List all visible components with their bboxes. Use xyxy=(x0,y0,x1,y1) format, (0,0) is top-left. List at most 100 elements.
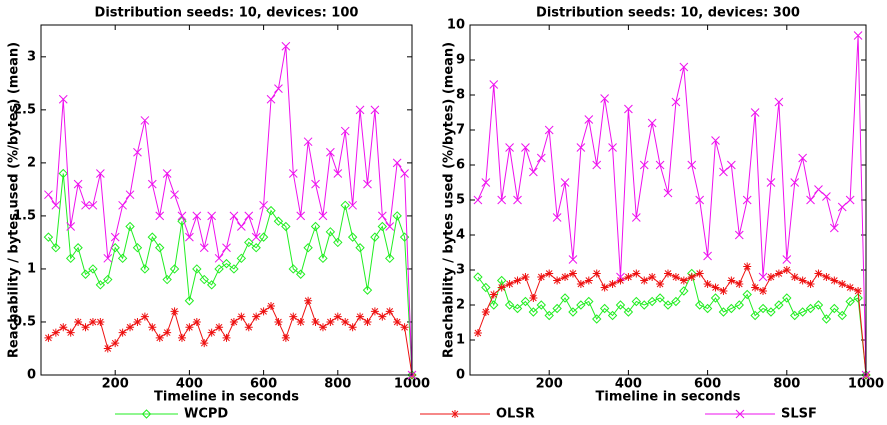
x-marker xyxy=(727,160,736,170)
asterisk-marker xyxy=(751,283,760,292)
diamond-marker xyxy=(355,243,365,253)
x-marker xyxy=(481,178,491,187)
x-marker xyxy=(147,179,157,189)
x-marker xyxy=(318,211,328,221)
asterisk-marker xyxy=(400,323,409,332)
asterisk-marker xyxy=(207,328,216,337)
diamond-marker xyxy=(813,300,824,310)
diamond-marker xyxy=(663,300,673,310)
diamond-marker xyxy=(385,253,395,264)
x-marker xyxy=(544,125,554,135)
asterisk-marker xyxy=(592,269,601,278)
asterisk-marker xyxy=(296,317,305,326)
diamond-marker xyxy=(184,296,195,306)
series-line xyxy=(477,265,867,376)
asterisk-marker xyxy=(497,283,506,292)
x-marker xyxy=(103,253,113,263)
asterisk-marker xyxy=(648,273,657,281)
x-marker xyxy=(529,167,538,177)
diamond-marker xyxy=(392,211,402,221)
y-tick-label: 0 xyxy=(27,368,36,383)
x-tick-label: 1000 xyxy=(848,377,884,392)
diamond-marker xyxy=(599,303,610,314)
x-marker xyxy=(370,105,380,115)
diamond-marker xyxy=(568,307,578,317)
asterisk-marker xyxy=(846,283,855,292)
diamond-marker xyxy=(199,274,209,285)
asterisk-marker xyxy=(806,280,815,288)
asterisk-marker xyxy=(711,283,720,292)
y-tick-label: 2 xyxy=(27,155,36,170)
x-marker xyxy=(192,211,202,221)
diamond-marker xyxy=(281,221,291,232)
x-marker xyxy=(58,94,68,104)
x-marker xyxy=(385,222,395,231)
asterisk-marker xyxy=(489,290,498,299)
x-marker xyxy=(536,153,546,163)
x-marker xyxy=(251,232,261,242)
diamond-marker xyxy=(774,300,784,310)
diamond-marker xyxy=(258,232,269,242)
x-marker xyxy=(333,169,343,178)
asterisk-marker xyxy=(671,273,680,281)
diamond-marker xyxy=(829,303,840,314)
asterisk-marker xyxy=(304,296,313,305)
diamond-marker xyxy=(377,221,388,232)
diamond-marker xyxy=(702,303,713,314)
asterisk-marker xyxy=(798,276,807,285)
x-marker xyxy=(288,169,298,178)
diamond-marker xyxy=(80,269,91,279)
diamond-marker xyxy=(837,310,847,321)
x-marker xyxy=(296,211,306,221)
x-marker xyxy=(671,97,681,107)
diamond-marker xyxy=(560,293,570,303)
x-marker xyxy=(311,179,320,189)
x-tick-label: 800 xyxy=(773,377,800,392)
diamond-marker xyxy=(370,232,380,242)
series-line xyxy=(48,173,413,376)
diamond-marker xyxy=(584,296,594,307)
diamond-marker xyxy=(88,264,98,274)
asterisk-marker xyxy=(719,287,728,295)
asterisk-marker xyxy=(513,276,522,285)
asterisk-marker xyxy=(393,317,402,326)
diamond-marker xyxy=(43,232,54,242)
diamond-marker xyxy=(528,307,539,317)
x-marker xyxy=(663,188,673,198)
diamond-marker xyxy=(473,272,483,282)
asterisk-marker xyxy=(766,273,775,281)
diamond-marker xyxy=(162,274,172,285)
asterisk-marker xyxy=(363,317,372,326)
asterisk-marker xyxy=(356,312,365,321)
x-tick-label: 400 xyxy=(176,377,203,392)
x-marker xyxy=(199,243,209,253)
asterisk-marker xyxy=(326,317,335,326)
legend-marker xyxy=(451,410,459,418)
x-marker xyxy=(207,211,217,221)
asterisk-marker xyxy=(385,307,394,316)
x-tick-label: 600 xyxy=(250,377,277,392)
diamond-marker xyxy=(726,303,737,314)
diamond-marker xyxy=(655,293,665,303)
diamond-marker xyxy=(694,300,705,310)
asterisk-marker xyxy=(252,312,261,321)
x-marker xyxy=(170,190,179,200)
diamond-marker xyxy=(766,307,776,317)
asterisk-marker xyxy=(274,317,283,326)
asterisk-marker xyxy=(679,276,688,285)
asterisk-marker xyxy=(656,280,665,288)
asterisk-marker xyxy=(473,329,482,337)
diamond-marker xyxy=(318,253,328,264)
asterisk-marker xyxy=(568,269,577,278)
diamond-marker xyxy=(710,293,721,303)
x-marker xyxy=(624,104,633,114)
diamond-marker xyxy=(647,296,657,307)
x-marker xyxy=(647,118,657,128)
asterisk-marker xyxy=(561,273,570,281)
asterisk-marker xyxy=(664,269,672,278)
diamond-marker xyxy=(51,243,61,253)
y-tick-label: 10 xyxy=(447,18,465,33)
diamond-marker xyxy=(489,300,499,310)
x-marker xyxy=(400,169,409,178)
diamond-marker xyxy=(206,280,217,290)
